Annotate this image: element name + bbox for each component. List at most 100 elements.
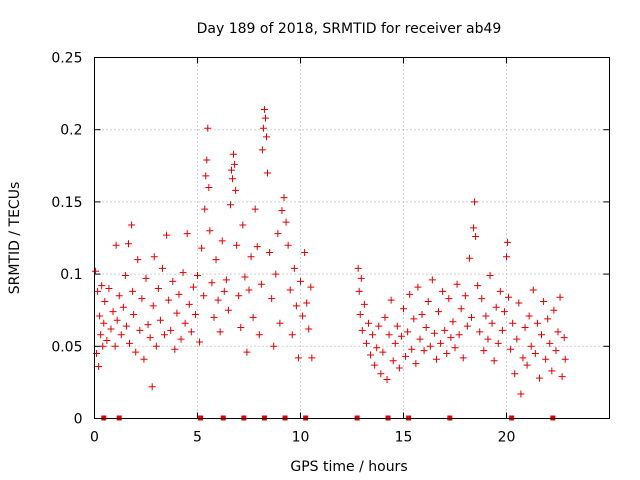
data-point bbox=[507, 345, 515, 353]
data-point bbox=[472, 233, 480, 241]
data-point bbox=[187, 328, 195, 336]
data-point bbox=[540, 298, 548, 306]
plot-frame bbox=[94, 57, 610, 419]
data-point bbox=[360, 300, 368, 308]
data-point bbox=[191, 311, 199, 319]
data-point bbox=[297, 277, 304, 285]
data-point bbox=[117, 331, 125, 339]
data-point bbox=[119, 303, 127, 311]
data-point bbox=[556, 293, 564, 301]
data-point bbox=[95, 363, 103, 371]
data-point bbox=[430, 329, 438, 337]
data-point bbox=[284, 241, 292, 249]
data-point bbox=[474, 282, 482, 290]
data-point bbox=[531, 350, 539, 358]
data-point bbox=[140, 355, 148, 363]
data-point bbox=[146, 334, 154, 342]
axis-ticks bbox=[94, 57, 610, 419]
data-point bbox=[548, 367, 556, 375]
data-point bbox=[258, 146, 266, 154]
data-point bbox=[179, 269, 187, 277]
data-point bbox=[129, 287, 137, 295]
data-point bbox=[513, 335, 521, 343]
data-point bbox=[92, 267, 100, 275]
data-point bbox=[387, 296, 395, 304]
y-tick-label: 0 bbox=[74, 412, 83, 428]
data-point bbox=[98, 282, 106, 290]
x-tick-label: 0 bbox=[90, 430, 99, 446]
data-point bbox=[216, 328, 224, 336]
data-point bbox=[511, 370, 519, 378]
data-point bbox=[364, 319, 372, 327]
data-point bbox=[113, 316, 121, 324]
x-tick-label: 10 bbox=[292, 430, 310, 446]
data-point bbox=[494, 339, 502, 347]
data-point bbox=[112, 241, 120, 249]
data-point bbox=[470, 224, 478, 232]
data-point bbox=[404, 328, 412, 336]
data-point bbox=[367, 351, 375, 359]
data-point bbox=[420, 347, 428, 355]
data-point bbox=[158, 264, 166, 272]
chart-title: Day 189 of 2018, SRMTID for receiver ab4… bbox=[197, 21, 502, 37]
data-point bbox=[194, 272, 201, 280]
data-point bbox=[105, 285, 113, 293]
data-point bbox=[276, 319, 284, 327]
data-point bbox=[109, 308, 117, 316]
data-point bbox=[288, 331, 296, 339]
data-point bbox=[480, 347, 488, 355]
data-point bbox=[467, 313, 475, 321]
data-point bbox=[173, 309, 181, 317]
data-point bbox=[144, 321, 152, 329]
data-point bbox=[375, 322, 383, 330]
data-point bbox=[424, 298, 432, 306]
data-point bbox=[552, 347, 560, 355]
data-point bbox=[218, 237, 226, 245]
data-point bbox=[357, 274, 365, 282]
data-point bbox=[115, 292, 123, 300]
data-point bbox=[355, 287, 363, 295]
data-point bbox=[167, 326, 175, 334]
data-point bbox=[432, 355, 440, 363]
data-point bbox=[445, 295, 453, 303]
data-point bbox=[202, 172, 210, 180]
data-point bbox=[235, 292, 243, 300]
data-point bbox=[163, 231, 171, 239]
data-point bbox=[245, 286, 253, 294]
data-point bbox=[171, 345, 179, 353]
data-point bbox=[154, 285, 162, 293]
data-point bbox=[492, 303, 500, 311]
data-point bbox=[521, 324, 529, 332]
y-tick-label: 0.15 bbox=[51, 195, 82, 211]
data-point bbox=[200, 292, 208, 300]
data-point bbox=[264, 169, 272, 177]
data-point bbox=[128, 221, 136, 229]
data-point bbox=[515, 299, 523, 307]
data-point bbox=[457, 305, 465, 313]
data-point bbox=[301, 248, 309, 256]
data-point bbox=[111, 342, 119, 350]
data-point bbox=[103, 337, 111, 345]
data-point bbox=[263, 133, 271, 141]
data-point bbox=[354, 264, 362, 272]
data-point bbox=[136, 326, 144, 334]
data-point bbox=[214, 296, 222, 304]
data-point bbox=[107, 325, 115, 333]
data-point bbox=[210, 313, 218, 321]
data-point bbox=[101, 298, 109, 306]
data-point bbox=[509, 319, 517, 327]
data-point bbox=[449, 318, 457, 326]
data-point bbox=[149, 302, 157, 310]
data-point bbox=[247, 253, 255, 261]
data-point bbox=[99, 342, 107, 350]
data-point bbox=[198, 244, 206, 252]
data-point bbox=[266, 248, 274, 256]
x-tick-label: 5 bbox=[193, 430, 202, 446]
data-point bbox=[241, 273, 249, 281]
data-point bbox=[418, 311, 426, 319]
data-point bbox=[152, 342, 160, 350]
data-point bbox=[426, 342, 434, 350]
data-point bbox=[488, 319, 496, 327]
data-point bbox=[126, 339, 134, 347]
data-point bbox=[257, 280, 265, 288]
